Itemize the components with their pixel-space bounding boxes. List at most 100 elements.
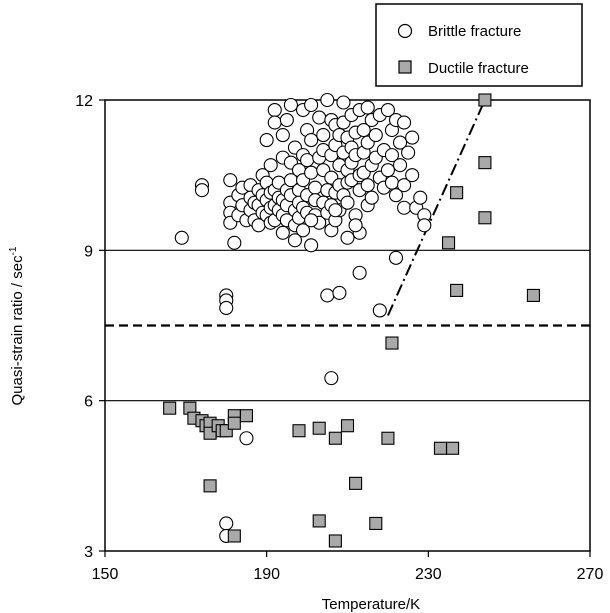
brittle-point-155 [405,130,420,145]
legend-marker-ductile [398,60,412,74]
brittle-point-75 [304,97,319,113]
brittle-point-9 [223,173,238,188]
legend: Brittle fracture Ductile fracture [375,3,583,87]
brittle-point-76 [304,133,319,148]
legend-label-ductile: Ductile fracture [428,60,529,77]
brittle-point-152 [397,178,412,193]
brittle-point-136 [368,128,383,143]
ductile-point-32 [478,211,492,225]
brittle-point-50 [275,225,290,240]
brittle-point-146 [384,175,400,190]
brittle-point-85 [316,128,331,143]
brittle-point-168 [328,203,343,218]
brittle-point-30 [259,133,274,148]
brittle-point-114 [340,230,355,245]
y-axis-label: Quasi-strain ratio / sec-1 [8,246,26,405]
y-tick-label-9: 9 [84,243,93,260]
legend-label-brittle: Brittle fracture [428,23,521,40]
brittle-point-106 [336,95,351,110]
ductile-point-23 [312,514,326,528]
ductile-point-24 [328,534,342,548]
brittle-point-158 [413,190,428,205]
brittle-point-164 [372,303,387,318]
brittle-point-162 [352,265,367,280]
ductile-point-21 [433,441,448,455]
brittle-point-161 [332,285,347,300]
y-tick-label-3: 3 [84,544,93,561]
brittle-point-143 [380,163,395,178]
ductile-point-33 [526,288,540,302]
brittle-point-92 [320,288,335,303]
ductile-point-20 [381,431,395,445]
ductile-point-28 [450,186,464,200]
ductile-point-13 [203,479,217,493]
ductile-point-15 [292,424,306,438]
brittle-point-154 [401,145,416,160]
brittle-point-149 [392,135,408,150]
brittle-point-79 [308,180,323,195]
ductile-point-31 [478,156,492,170]
brittle-point-129 [360,100,375,115]
brittle-point-46 [275,128,290,143]
brittle-point-135 [364,190,379,205]
brittle-point-142 [380,102,395,118]
brittle-point-150 [392,158,408,173]
y-axis-label-main: Quasi-strain ratio / sec [9,255,26,406]
y-axis-label-sup: -1 [8,246,19,255]
brittle-point-163 [388,250,404,265]
y-tick-label-6: 6 [84,394,93,411]
brittle-point-151 [397,115,412,130]
brittle-point-160 [417,218,432,233]
brittle-point-55 [283,97,298,113]
ductile-point-17 [328,431,342,445]
ductile-point-12 [239,409,254,423]
brittle-point-2 [194,183,210,198]
brittle-point-51 [279,112,294,128]
x-tick-label-150: 150 [92,566,119,583]
x-tick-label-270: 270 [577,566,604,583]
x-tick-label-230: 230 [415,566,442,583]
ductile-point-22 [446,441,460,455]
ductile-point-26 [385,336,399,350]
ductile-point-29 [450,283,464,297]
brittle-point-77 [304,165,319,180]
brittle-point-89 [320,92,335,108]
dashdot-transition-line [387,99,486,316]
brittle-point-169 [348,218,363,233]
brittle-point-13 [227,235,242,250]
ductile-point-27 [441,236,456,250]
ductile-point-11 [227,416,241,430]
x-axis-label: Temperature/K [322,596,420,613]
brittle-point-145 [384,148,400,163]
brittle-point-7 [219,516,234,531]
brittle-point-78 [304,238,319,253]
x-tick-label-190: 190 [253,566,280,583]
brittle-point-72 [300,153,315,168]
brittle-point-126 [356,123,371,138]
y-tick-label-12: 12 [75,93,93,110]
brittle-point-82 [312,110,327,125]
ductile-point-0 [163,401,177,415]
ductile-point-14 [227,529,241,543]
ductile-point-30 [478,93,492,107]
brittle-point-156 [405,168,420,183]
brittle-point-70 [295,223,311,238]
brittle-point-5 [219,300,234,316]
legend-marker-brittle [397,23,413,39]
brittle-point-131 [360,178,375,193]
brittle-point-167 [304,213,319,228]
brittle-point-165 [324,371,339,386]
ductile-point-18 [340,419,355,433]
ductile-point-16 [312,421,326,435]
brittle-point-166 [287,233,303,248]
plot-area: 150 190 230 270 3 6 9 12 [75,92,604,583]
brittle-point-34 [263,158,278,173]
brittle-point-38 [267,102,282,118]
brittle-point-0 [174,230,189,245]
ductile-point-25 [369,516,383,530]
brittle-point-148 [388,188,404,203]
brittle-point-153 [397,200,412,215]
brittle-point-39 [267,115,282,130]
brittle-point-6 [239,431,254,446]
